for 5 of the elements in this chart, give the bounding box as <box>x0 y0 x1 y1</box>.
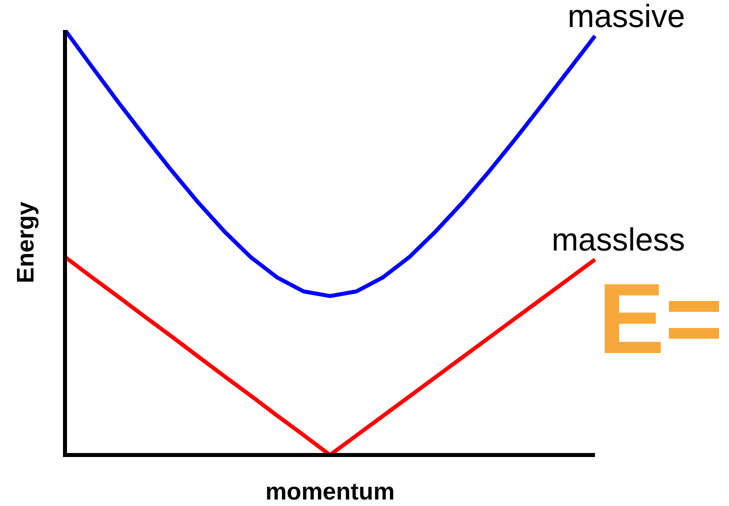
text: E= <box>598 262 724 377</box>
y-axis-title: Energy <box>12 201 40 284</box>
x-axis-title: momentum <box>265 478 395 506</box>
series-label: massless <box>552 221 685 258</box>
series-label: massive <box>568 0 685 34</box>
